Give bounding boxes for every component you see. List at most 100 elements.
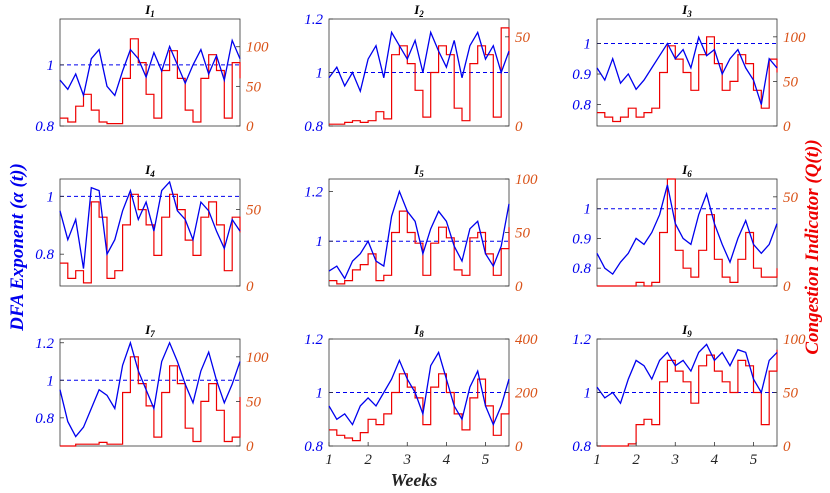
y-tick-label-left: 1: [584, 202, 592, 218]
y-tick-label-left: 1.2: [304, 332, 323, 348]
y-tick-label-right: 100: [783, 332, 806, 348]
y-tick-label-left: 1.2: [35, 336, 54, 352]
series-dfa: [596, 35, 778, 105]
panel-title-subscript: 3: [686, 9, 692, 19]
y-tick-label-left: 0.8: [304, 439, 323, 455]
y-tick-label-right: 100: [783, 30, 806, 46]
series-congestion: [329, 210, 510, 285]
panel-title: I4: [144, 162, 155, 179]
series-dfa: [59, 38, 241, 98]
panel-title-subscript: 2: [418, 9, 424, 19]
y-tick-label-left: 0.9: [572, 231, 591, 247]
series-dfa: [328, 350, 510, 427]
y-tick-label-left: 0.8: [304, 119, 323, 135]
x-tick-label: 1: [325, 452, 333, 468]
series-dfa: [328, 189, 510, 280]
x-tick-label: 5: [482, 452, 490, 468]
y-tick-label-right: 400: [515, 332, 538, 348]
series-congestion: [60, 193, 241, 284]
series-congestion: [597, 36, 778, 123]
y-axis-label-left: DFA Exponent (α (t)): [7, 163, 28, 332]
series-congestion: [597, 349, 778, 447]
x-tick-label: 5: [750, 452, 758, 468]
y-tick-label-right: 200: [515, 386, 538, 402]
y-tick-label-right: 100: [246, 350, 269, 366]
series-congestion: [60, 356, 241, 447]
x-tick-label: 2: [364, 452, 372, 468]
panel-i6: I6 0.8 0.9 1 0 50: [572, 162, 798, 295]
y-tick-label-left: 1: [47, 189, 55, 205]
y-tick-label-left: 1: [584, 36, 592, 52]
y-tick-label-right: 0: [246, 119, 254, 135]
y-tick-label-left: 1: [47, 58, 55, 74]
y-tick-label-right: 0: [246, 439, 254, 455]
y-tick-label-right: 0: [515, 279, 523, 295]
y-tick-label-right: 0: [246, 279, 254, 295]
panel-i2: I2 0.8 1 1.2 0 50: [304, 2, 530, 135]
y-tick-label-right: 0: [783, 279, 791, 295]
panel-i4: I4 0.8 1 0 50: [35, 162, 261, 295]
x-axis-label: Weeks: [391, 470, 438, 490]
y-tick-label-right: 50: [783, 386, 799, 402]
panel-i3: I3 0.8 0.9 1 0 50 100: [572, 2, 806, 135]
y-tick-label-right: 50: [515, 30, 531, 46]
panel-title-subscript: 4: [149, 169, 155, 179]
y-tick-label-right: 0: [783, 439, 791, 455]
y-tick-label-right: 100: [515, 172, 538, 188]
series-congestion: [60, 38, 241, 125]
y-axis-label-right: Congestion Indicator (Q(t)): [802, 139, 823, 354]
y-tick-label-right: 50: [246, 79, 262, 95]
panel-i7: I7 0.8 1 1.2 0 50 100: [35, 322, 269, 455]
x-tick-label: 2: [632, 452, 640, 468]
panel-title: I1: [144, 2, 155, 19]
series-dfa: [59, 340, 241, 438]
series-dfa: [328, 30, 510, 94]
axes-frame: [328, 18, 510, 127]
panel-title: I3: [681, 2, 692, 19]
y-tick-label-left: 0.8: [572, 98, 591, 114]
panel-title: I8: [413, 322, 424, 339]
panel-title: I7: [144, 322, 155, 339]
y-tick-label-right: 0: [515, 439, 523, 455]
panel-title: I9: [681, 322, 692, 339]
x-tick-label: 4: [443, 452, 451, 468]
panel-title: I6: [681, 162, 692, 179]
y-tick-label-left: 1.2: [304, 184, 323, 200]
panel-title-subscript: 5: [419, 169, 424, 179]
y-tick-label-right: 50: [246, 394, 262, 410]
y-tick-label-right: 50: [783, 190, 799, 206]
y-tick-label-left: 1.2: [304, 12, 323, 28]
series-congestion: [329, 27, 510, 125]
series-dfa: [596, 343, 778, 405]
panel-title-subscript: 8: [419, 329, 424, 339]
panel-title: I5: [413, 162, 424, 179]
y-tick-label-left: 1: [584, 386, 592, 402]
panel-title-subscript: 9: [687, 329, 692, 339]
y-tick-label-left: 0.8: [35, 411, 54, 427]
axes-frame: [59, 338, 241, 447]
panel-title-subscript: 6: [687, 169, 692, 179]
y-tick-label-right: 0: [515, 119, 523, 135]
x-tick-label: 3: [671, 452, 680, 468]
y-tick-label-right: 0: [783, 119, 791, 135]
panel-title: I2: [413, 2, 424, 19]
axes-frame: [59, 18, 241, 127]
y-tick-label-right: 50: [783, 74, 799, 90]
panel-i5: I5 1 1.2 0 50 100: [304, 162, 538, 295]
y-tick-label-right: 50: [246, 203, 262, 219]
panel-title-subscript: 1: [150, 9, 155, 19]
y-tick-label-left: 1.2: [572, 332, 591, 348]
y-tick-label-left: 0.8: [572, 439, 591, 455]
x-tick-label: 1: [593, 452, 601, 468]
y-tick-label-left: 0.8: [572, 261, 591, 277]
panel-i1: I1 0.8 1 0 50 100: [35, 2, 269, 135]
y-tick-label-left: 0.8: [35, 119, 54, 135]
y-tick-label-left: 1: [316, 386, 324, 402]
y-tick-label-left: 1: [316, 66, 324, 82]
axes-frame: [596, 178, 778, 287]
y-tick-label-left: 1: [47, 373, 55, 389]
y-tick-label-left: 0.8: [35, 247, 54, 263]
